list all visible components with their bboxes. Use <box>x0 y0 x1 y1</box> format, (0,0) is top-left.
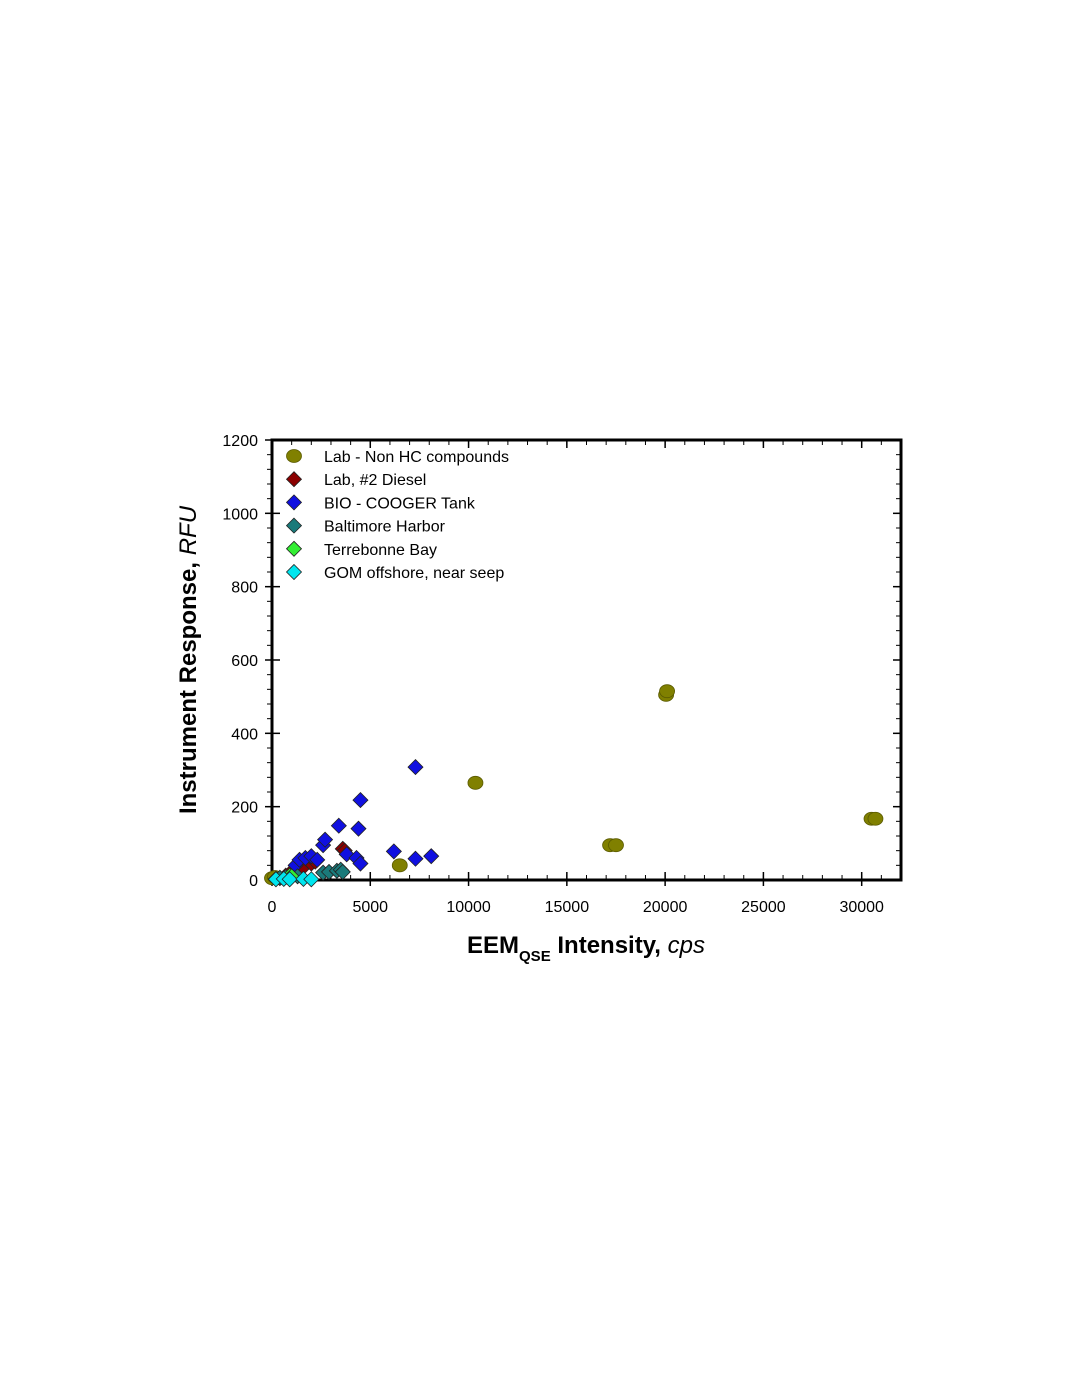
legend-label: Baltimore Harbor <box>324 519 446 536</box>
x-tick-label: 15000 <box>545 899 590 916</box>
y-axis-title-unit: RFU <box>175 505 202 555</box>
data-point <box>608 838 624 853</box>
data-point <box>659 684 675 699</box>
y-axis-title: Instrument Response, RFU <box>175 505 202 814</box>
legend-label: Lab - Non HC compounds <box>324 449 509 466</box>
data-point <box>407 759 424 776</box>
data-point <box>330 817 347 834</box>
data-point <box>385 843 402 860</box>
data-point <box>350 820 367 837</box>
x-axis-title-rest: Intensity <box>551 932 657 959</box>
x-tick-label: 25000 <box>741 899 786 916</box>
data-point <box>407 850 424 867</box>
x-tick-label: 20000 <box>643 899 688 916</box>
x-tick-label: 10000 <box>446 899 491 916</box>
legend-label: Terrebonne Bay <box>324 542 437 559</box>
legend-label: Lab, #2 Diesel <box>324 472 426 489</box>
y-tick-label: 800 <box>231 580 258 597</box>
legend: Lab - Non HC compounds Lab, #2 Diesel BIO … <box>285 449 509 582</box>
legend-marker <box>285 471 303 488</box>
y-tick-label: 0 <box>249 873 258 890</box>
x-axis-title-main: EEM <box>467 932 519 959</box>
y-tick-label: 600 <box>231 653 258 670</box>
legend-marker <box>285 517 303 534</box>
data-point <box>303 871 320 888</box>
x-tick-label: 30000 <box>839 899 884 916</box>
y-tick-label: 1200 <box>222 433 258 450</box>
data-point <box>867 811 884 826</box>
legend-label: BIO - COOGER Tank <box>324 495 476 512</box>
x-tick-label: 0 <box>268 899 277 916</box>
legend-marker <box>286 449 302 463</box>
x-axis-title-subscript: QSE <box>519 948 551 965</box>
data-point <box>423 848 440 865</box>
legend-marker <box>285 563 303 581</box>
legend-marker <box>285 540 303 557</box>
y-tick-label: 1000 <box>222 506 258 523</box>
x-tick-label: 5000 <box>352 899 388 916</box>
series-2 <box>287 759 440 874</box>
series-5 <box>267 870 320 888</box>
data-point <box>467 775 484 790</box>
data-point <box>281 871 298 888</box>
y-axis-title-main: Instrument Response <box>175 569 202 814</box>
x-axis-title: EEMQSE Intensity, cps <box>467 932 705 965</box>
data-marks <box>264 684 884 888</box>
legend-marker <box>285 494 303 511</box>
data-point <box>334 863 351 880</box>
y-tick-label: 400 <box>231 726 258 743</box>
axes: 0 5000 10000 15000 20000 25000 30000 0 200 400 600… <box>222 433 903 916</box>
data-point <box>391 858 408 873</box>
data-point <box>317 831 334 848</box>
data-point <box>352 792 369 809</box>
data-point <box>309 851 326 868</box>
y-tick-label: 200 <box>231 800 258 817</box>
x-axis-title-unit: cps <box>668 932 705 959</box>
legend-label: GOM offshore, near seep <box>324 565 504 582</box>
data-point <box>352 855 369 872</box>
